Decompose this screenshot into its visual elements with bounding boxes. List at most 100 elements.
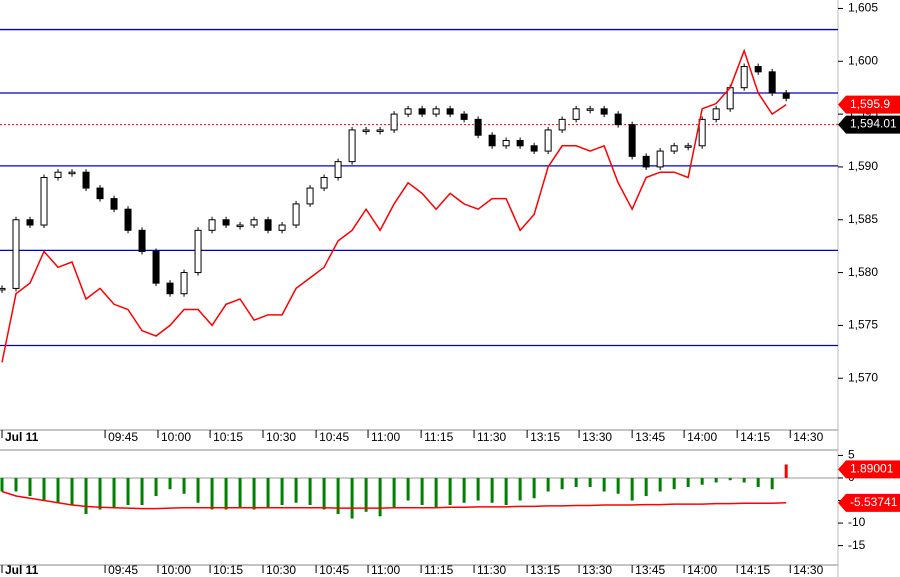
candle [516,140,524,147]
histogram-bar [770,477,774,490]
candle [782,92,790,99]
x-tick-label: 13:30 [582,430,612,444]
x-tick-label: 14:30 [793,430,823,444]
candle [642,155,650,168]
candle [194,229,202,274]
x-tick-label: 11:15 [424,563,453,577]
histogram-bar [462,477,466,503]
y-tick-label: 1,590 [848,159,878,173]
candle [628,124,636,157]
histogram-bar [14,477,18,492]
histogram-bar [490,477,494,503]
histogram-bar [112,477,116,508]
candle [656,150,664,168]
candle [180,272,188,295]
histogram-bar [238,477,242,508]
histogram-bar [210,477,214,510]
candle [474,118,482,136]
histogram-bar [84,477,88,515]
histogram-bar [266,477,270,508]
candle [390,113,398,131]
line-series [1,48,787,363]
y-tick-label: 1,580 [848,265,878,279]
histogram-bar [28,477,32,496]
x-tick-label: 13:15 [530,563,560,577]
x-tick-label: 14:00 [687,430,717,444]
histogram-bar [154,477,158,496]
histogram-bar [616,477,620,494]
candle [222,219,230,226]
x-tick-label: 10:15 [213,563,243,577]
y-tick-label: 5 [848,448,855,462]
histogram-bar [56,477,60,503]
histogram-bar [784,464,788,478]
x-tick-label: 14:15 [740,430,770,444]
histogram-bar [308,477,312,506]
x-tick-label: 13:45 [635,563,665,577]
x-tick-label: 14:00 [687,563,717,577]
candle [82,171,90,189]
candle [0,287,6,291]
candle [320,176,328,189]
candle [292,203,300,226]
candle [558,118,566,131]
x-tick-label: 11:15 [424,430,453,444]
candle [586,108,594,111]
histogram-bar [364,477,368,512]
x-tick-label: 10:45 [319,563,349,577]
candle [26,219,34,226]
candle [754,66,762,73]
histogram-bar [728,477,732,481]
y-tick-label: -10 [848,515,866,529]
candle [544,129,552,152]
candle [152,250,160,284]
histogram-bar [560,477,564,490]
histogram-bar [98,477,102,510]
histogram-bar [546,477,550,492]
candle [208,219,216,231]
price-label-box [838,95,900,114]
candle [54,171,62,178]
candle [348,129,356,163]
line-series [1,490,787,510]
x-tick-label: 10:15 [213,430,243,444]
histogram-bar [700,477,704,485]
histogram-bar [504,477,508,506]
price-label-box [838,460,900,479]
x-tick-label: 11:00 [371,430,400,444]
y-tick-label: 1,575 [848,318,878,332]
candle [502,140,510,147]
candle [376,129,384,132]
y-tick-label: 1,570 [848,370,878,384]
y-tick-label: -15 [848,538,866,552]
candle [768,71,776,94]
histogram-bar [644,477,648,496]
y-tick-label: 1,600 [848,53,878,67]
x-tick-label: 09:45 [108,563,138,577]
y-tick-label: 1,605 [848,1,878,15]
x-tick-label: 14:30 [793,563,823,577]
candle [404,108,412,115]
x-tick-label: 10:30 [266,430,296,444]
candle [110,198,118,210]
candle [488,134,496,147]
histogram-bar [392,477,396,508]
candle [68,171,76,175]
histogram-bar [168,477,172,490]
histogram-bar [378,477,382,517]
x-tick-label: Jul 11 [5,430,39,444]
candle [614,113,622,126]
x-tick-label: Jul 11 [5,563,39,577]
candle [530,145,538,152]
candle [670,145,678,152]
histogram-bar [574,477,578,487]
price-label-box [838,115,900,134]
histogram-bar [406,477,410,501]
histogram-bar [448,477,452,506]
candle [264,219,272,231]
x-tick-label: 10:30 [266,563,296,577]
price-label: 1.89001 [850,462,894,476]
histogram-bar [756,477,760,487]
candle [460,113,468,120]
